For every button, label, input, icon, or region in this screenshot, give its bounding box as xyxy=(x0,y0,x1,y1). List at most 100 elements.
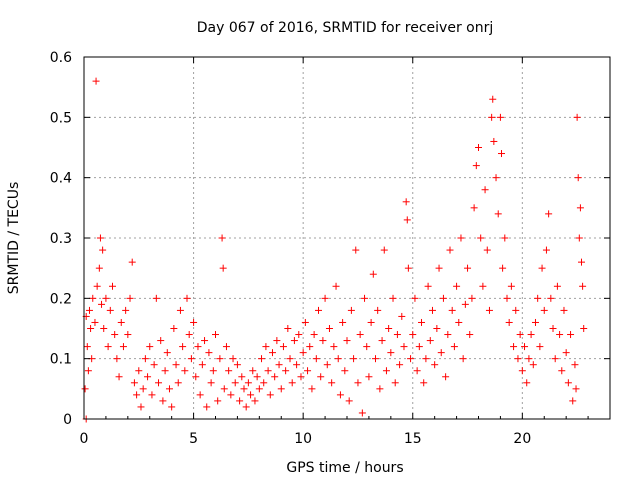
data-point xyxy=(157,337,165,345)
data-point xyxy=(499,264,507,272)
data-point xyxy=(407,355,415,363)
data-point xyxy=(350,355,358,363)
data-point xyxy=(284,325,292,332)
data-point xyxy=(448,306,456,314)
data-point xyxy=(304,367,312,375)
data-point xyxy=(115,373,123,381)
data-point xyxy=(507,282,515,290)
data-point xyxy=(457,234,465,242)
data-point xyxy=(236,397,244,405)
data-point xyxy=(569,397,577,405)
data-point xyxy=(212,331,219,339)
data-point xyxy=(144,373,152,381)
data-point xyxy=(247,391,255,399)
data-point xyxy=(266,391,274,399)
data-point xyxy=(389,294,397,302)
data-point xyxy=(459,355,467,363)
data-point xyxy=(301,318,309,326)
data-point xyxy=(475,144,482,151)
data-point xyxy=(492,174,500,182)
data-point xyxy=(426,337,434,345)
data-point xyxy=(562,349,570,357)
data-point xyxy=(233,361,241,369)
data-point xyxy=(275,361,283,369)
chart-title: Day 067 of 2016, SRMTID for receiver onr… xyxy=(197,20,494,36)
data-point xyxy=(385,325,393,332)
data-point xyxy=(531,318,539,326)
data-point xyxy=(496,113,504,121)
data-point xyxy=(545,210,553,218)
data-point xyxy=(321,294,329,302)
data-point xyxy=(477,234,485,242)
y-tick-label: 0.1 xyxy=(50,352,72,368)
data-point xyxy=(420,379,428,387)
data-point xyxy=(152,294,160,302)
data-point xyxy=(141,355,149,363)
data-point xyxy=(510,343,518,351)
data-point xyxy=(139,385,147,393)
data-point xyxy=(371,355,379,363)
data-point xyxy=(354,379,362,387)
data-point xyxy=(380,246,388,254)
data-point xyxy=(255,385,263,393)
data-point xyxy=(485,306,493,314)
y-tick-label: 0.6 xyxy=(50,50,72,66)
data-point xyxy=(518,367,526,375)
data-point xyxy=(163,349,171,357)
data-point xyxy=(461,300,469,308)
data-point xyxy=(279,343,287,351)
data-point xyxy=(536,343,544,351)
data-point xyxy=(556,331,564,339)
y-tick-label: 0.3 xyxy=(50,231,72,247)
data-point xyxy=(262,343,270,351)
data-point xyxy=(268,349,276,357)
data-point xyxy=(119,343,127,351)
data-point xyxy=(277,385,285,393)
data-point xyxy=(319,337,327,345)
data-point xyxy=(203,403,211,411)
data-point xyxy=(242,403,250,411)
data-point xyxy=(218,234,226,242)
data-point xyxy=(494,210,502,218)
data-point xyxy=(124,331,132,339)
data-point xyxy=(361,294,369,302)
data-point xyxy=(529,361,537,369)
data-point xyxy=(468,294,476,302)
data-point xyxy=(216,355,224,363)
data-point xyxy=(551,355,559,363)
data-point xyxy=(205,349,213,357)
data-point xyxy=(288,379,296,387)
data-point xyxy=(229,355,237,363)
data-point xyxy=(222,343,230,351)
data-point xyxy=(411,294,419,302)
data-point xyxy=(310,331,318,339)
data-point xyxy=(308,385,316,393)
data-point xyxy=(159,397,167,405)
data-point xyxy=(403,216,411,224)
data-point xyxy=(315,306,323,314)
data-point xyxy=(231,379,239,387)
data-point xyxy=(422,355,430,363)
data-point xyxy=(378,337,386,345)
data-point xyxy=(409,331,417,339)
data-point xyxy=(286,355,294,363)
data-point xyxy=(299,349,307,357)
x-tick-label: 15 xyxy=(404,431,422,447)
data-point xyxy=(201,337,209,345)
data-point xyxy=(295,331,303,339)
data-point xyxy=(96,234,104,242)
data-point xyxy=(580,325,588,332)
data-point xyxy=(220,385,228,393)
data-point xyxy=(225,367,233,375)
data-point xyxy=(365,373,373,381)
data-point xyxy=(455,318,463,326)
data-point xyxy=(92,77,100,85)
data-point xyxy=(534,294,542,302)
x-tick-label: 10 xyxy=(294,431,312,447)
x-tick-label: 20 xyxy=(513,431,531,447)
data-point xyxy=(512,306,520,314)
data-points xyxy=(81,77,588,423)
data-point xyxy=(446,246,454,254)
data-point xyxy=(293,361,301,369)
data-point xyxy=(185,331,193,339)
